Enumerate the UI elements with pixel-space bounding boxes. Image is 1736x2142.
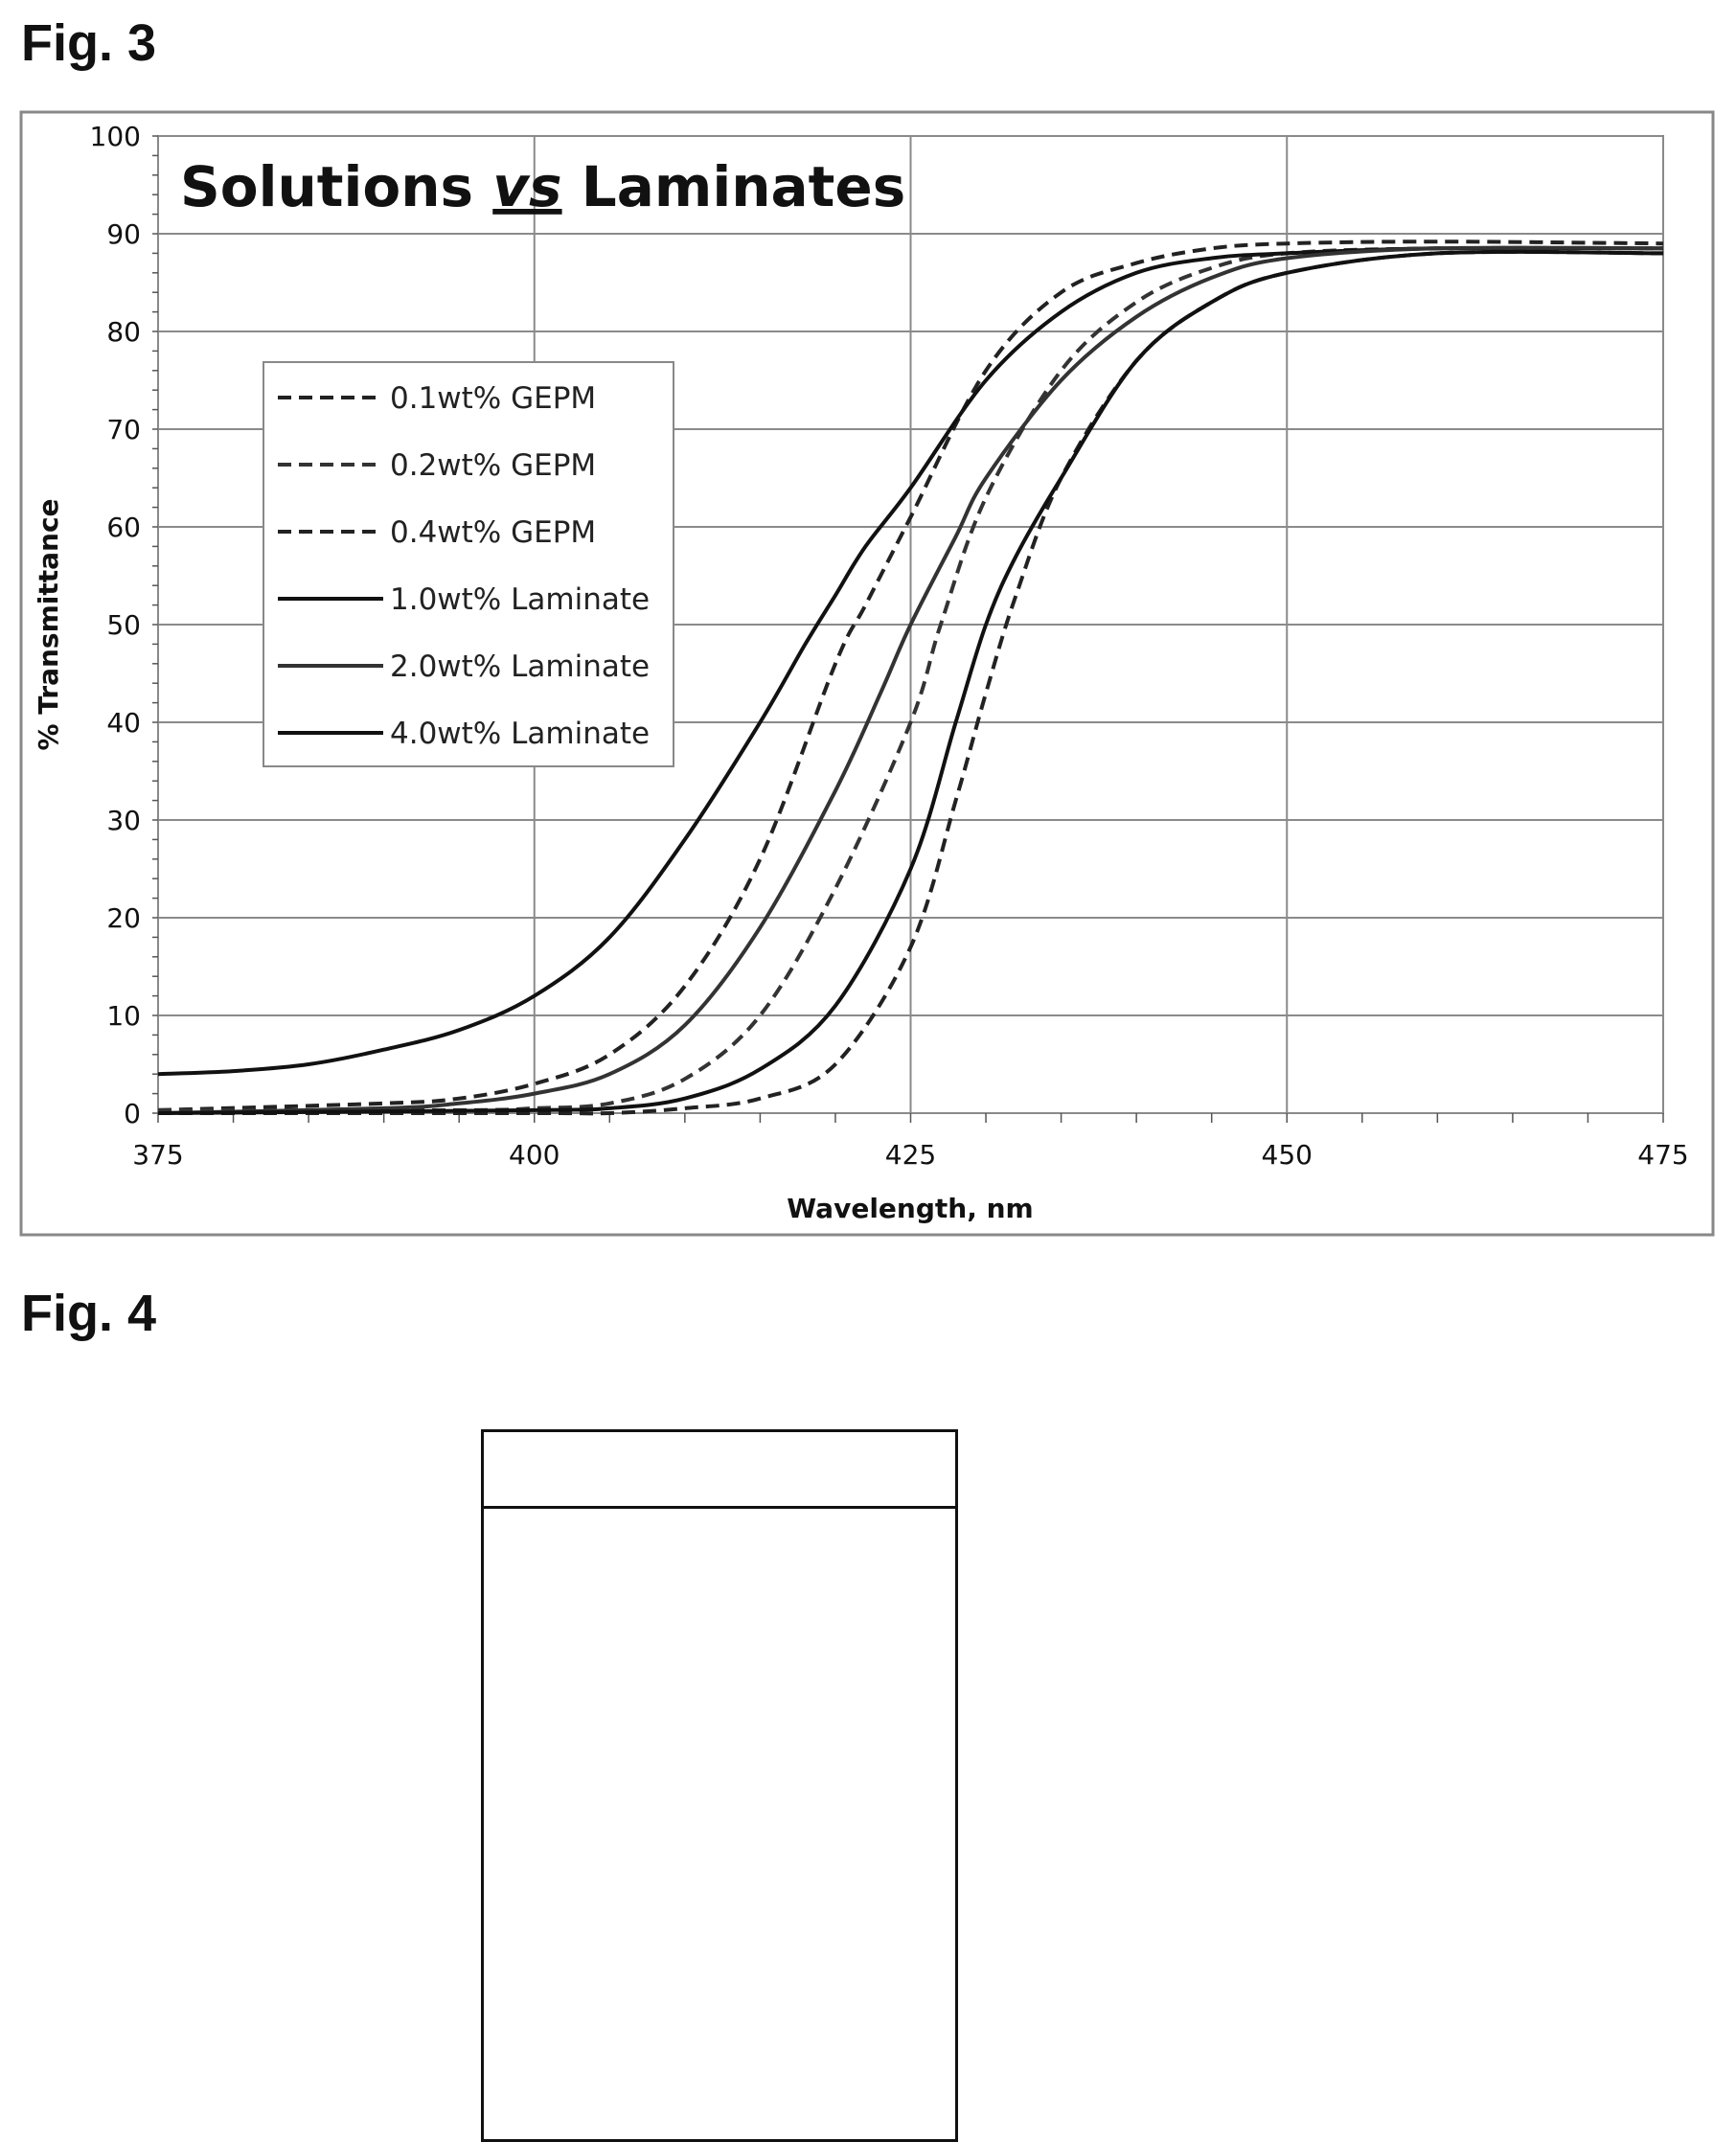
legend-label-6: 4.0wt% Laminate xyxy=(390,717,650,751)
chart-title: Solutions vs Laminates xyxy=(180,154,905,219)
series-line-6 xyxy=(157,249,1664,1115)
legend-box xyxy=(263,361,674,767)
x-tick-label: 475 xyxy=(1637,1139,1688,1171)
series-line-4 xyxy=(157,245,1664,1077)
legend-label-2: 0.2wt% GEPM xyxy=(390,448,596,483)
chart-title-part-2: vs xyxy=(492,154,561,219)
x-tick-label: 400 xyxy=(509,1139,560,1171)
y-tick-label: 80 xyxy=(106,316,141,348)
y-tick-label: 0 xyxy=(124,1098,141,1129)
x-tick-label: 450 xyxy=(1262,1139,1313,1171)
chart-legend: 0.1wt% GEPM 0.2wt% GEPM 0.4wt% GEPM 1.0wt% … xyxy=(263,361,674,767)
legend-label-1: 0.1wt% GEPM xyxy=(390,381,596,416)
legend-label-5: 2.0wt% Laminate xyxy=(390,649,650,684)
series-line-2 xyxy=(157,245,1664,1113)
x-tick-label: 375 xyxy=(132,1139,183,1171)
y-axis-title: % Transmittance xyxy=(33,498,64,750)
series-line-1 xyxy=(157,239,1664,1112)
series-lines xyxy=(157,239,1664,1116)
legend-label-4: 1.0wt% Laminate xyxy=(390,582,650,617)
chart-title-part-1: Solutions xyxy=(180,154,492,219)
y-tick-label: 50 xyxy=(106,609,141,641)
y-tick-label: 30 xyxy=(106,805,141,836)
y-tick-label: 40 xyxy=(106,707,141,739)
axis-ticks xyxy=(152,135,1664,1123)
tick-labels: 0 10 20 30 40 50 60 70 80 90 100 375 400 425 450 475 xyxy=(90,121,1689,1171)
x-axis-title: Wavelength, nm xyxy=(787,1193,1033,1224)
y-tick-label: 60 xyxy=(106,512,141,543)
y-tick-label: 10 xyxy=(106,1000,141,1032)
figure-3-label: Fig. 3 xyxy=(21,14,157,72)
series-line-3 xyxy=(158,249,1664,1116)
y-tick-label: 90 xyxy=(106,218,141,250)
y-tick-label: 100 xyxy=(90,121,141,152)
y-tick-label: 70 xyxy=(106,414,141,445)
x-tick-label: 425 xyxy=(885,1139,936,1171)
y-tick-label: 20 xyxy=(106,902,141,934)
legend-label-3: 0.4wt% GEPM xyxy=(390,515,596,550)
layer-divider xyxy=(484,1506,955,1509)
layered-structure-diagram xyxy=(481,1429,958,2142)
series-line-5 xyxy=(157,245,1664,1115)
chart-title-part-3: Laminates xyxy=(562,154,906,219)
figure-4-label: Fig. 4 xyxy=(21,1285,157,1342)
transmittance-chart: 0 10 20 30 40 50 60 70 80 90 100 375 400 425 450 475 So… xyxy=(19,110,1715,1237)
